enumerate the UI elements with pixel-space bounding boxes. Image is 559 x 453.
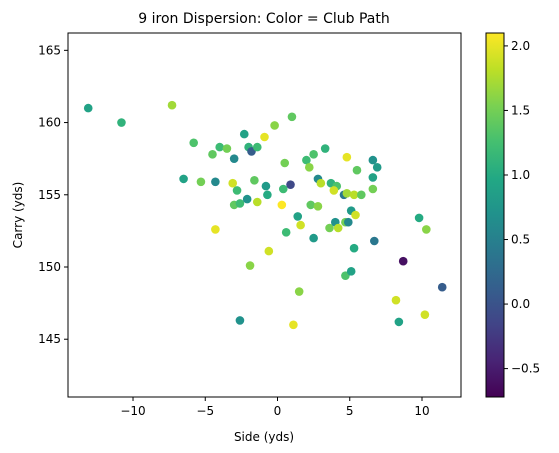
scatter-point <box>281 228 291 237</box>
scatter-point <box>196 177 206 187</box>
colorbar-tick-label: 1.0 <box>511 168 530 182</box>
scatter-point <box>179 174 188 184</box>
y-tick-label: 165 <box>38 43 61 57</box>
scatter-point <box>296 220 305 230</box>
scatter-point <box>342 152 352 162</box>
plot-frame <box>67 32 462 398</box>
scatter-point <box>304 163 314 172</box>
scatter-point <box>189 138 198 148</box>
scatter-point <box>239 129 249 139</box>
scatter-point <box>277 200 287 210</box>
scatter-point <box>264 246 274 256</box>
scatter-point <box>261 181 271 191</box>
scatter-point <box>294 287 304 296</box>
scatter-point <box>325 223 334 233</box>
scatter-point <box>242 194 252 204</box>
x-tick-label: −5 <box>196 404 214 418</box>
x-tick-label: 0 <box>274 404 282 418</box>
colorbar-ticks: −0.5 0.0 0.5 1.0 1.5 2.0 <box>504 39 540 376</box>
y-tick-label: 160 <box>38 116 61 130</box>
scatter-point <box>252 197 262 207</box>
colorbar-tick-label: 0.0 <box>511 297 530 311</box>
scatter-point <box>293 212 303 221</box>
x-tick-label: 5 <box>346 404 354 418</box>
y-tick-label: 150 <box>38 260 61 274</box>
scatter-point <box>309 233 318 243</box>
scatter-point <box>306 200 316 210</box>
scatter-point <box>368 173 378 182</box>
scatter-point <box>313 202 323 211</box>
colorbar <box>486 33 504 397</box>
scatter-point <box>235 316 245 325</box>
scatter-point <box>351 210 360 220</box>
scatter-point <box>420 310 430 319</box>
scatter-point <box>228 178 238 188</box>
x-axis-ticks: −10 −5 0 5 10 <box>120 397 430 418</box>
scatter-point <box>320 144 330 153</box>
x-tick-label: 10 <box>414 404 429 418</box>
scatter-point <box>398 256 408 266</box>
x-axis-label: Side (yds) <box>234 430 294 444</box>
scatter-point <box>370 236 379 246</box>
colorbar-tick-label: −0.5 <box>511 362 540 376</box>
colorbar-tick-label: 0.5 <box>511 233 530 247</box>
scatter-point <box>316 178 326 188</box>
scatter-point <box>211 225 220 234</box>
scatter-point <box>215 142 225 152</box>
scatter-point <box>245 261 255 270</box>
scatter-point <box>117 118 126 127</box>
scatter-point <box>280 158 290 168</box>
scatter-point <box>368 155 378 165</box>
scatter-point <box>250 176 259 185</box>
scatter-point <box>357 190 366 200</box>
x-tick-label: −10 <box>120 404 145 418</box>
scatter-point <box>289 320 298 330</box>
scatter-point <box>352 165 362 175</box>
scatter-point <box>302 155 311 165</box>
scatter-point <box>167 100 177 110</box>
y-axis-ticks: 145 150 155 160 165 <box>38 43 68 346</box>
scatter-point <box>344 217 353 227</box>
scatter-point <box>83 103 93 113</box>
scatter-point <box>287 112 297 122</box>
scatter-point <box>263 190 272 200</box>
scatter-point <box>391 295 401 305</box>
scatter-point <box>278 184 288 194</box>
scatter-point <box>342 189 352 198</box>
scatter-point <box>235 199 245 208</box>
scatter-point <box>309 150 318 159</box>
scatter-point <box>349 190 359 200</box>
y-tick-label: 155 <box>38 188 61 202</box>
scatter-point <box>232 186 242 195</box>
scatter-point <box>349 243 359 253</box>
chart-title: 9 iron Dispersion: Color = Club Path <box>138 11 389 27</box>
scatter-point <box>260 132 269 142</box>
scatter-point <box>229 154 239 163</box>
scatter-point <box>208 150 217 159</box>
colorbar-tick-label: 1.5 <box>511 103 530 117</box>
scatter-point <box>437 282 447 292</box>
scatter-point <box>422 225 431 234</box>
scatter-point <box>252 142 262 152</box>
scatter-point <box>346 267 356 276</box>
colorbar-frame <box>485 32 505 398</box>
y-axis-label: Carry (yds) <box>11 182 25 249</box>
colorbar-tick-label: 2.0 <box>511 39 530 53</box>
scatter-point <box>368 184 378 194</box>
scatter-point <box>333 223 343 233</box>
scatter-point <box>394 317 404 327</box>
scatter-point <box>270 121 279 130</box>
scatter-point <box>372 163 382 172</box>
scatter-points <box>83 100 447 330</box>
scatter-point <box>329 186 339 195</box>
scatter-point <box>414 213 424 223</box>
scatter-point <box>286 180 295 189</box>
scatter-point <box>222 144 232 153</box>
scatter-point <box>211 177 220 187</box>
y-tick-label: 145 <box>38 332 61 346</box>
